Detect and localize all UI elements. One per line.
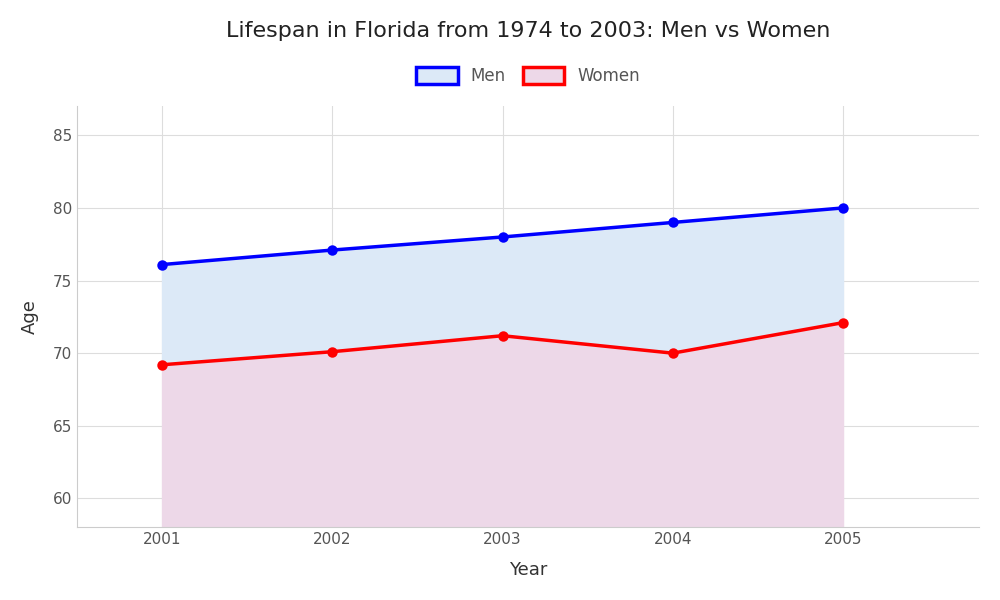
Title: Lifespan in Florida from 1974 to 2003: Men vs Women: Lifespan in Florida from 1974 to 2003: M…: [226, 21, 830, 41]
Y-axis label: Age: Age: [21, 299, 39, 334]
Legend: Men, Women: Men, Women: [409, 60, 647, 91]
X-axis label: Year: Year: [509, 561, 547, 579]
